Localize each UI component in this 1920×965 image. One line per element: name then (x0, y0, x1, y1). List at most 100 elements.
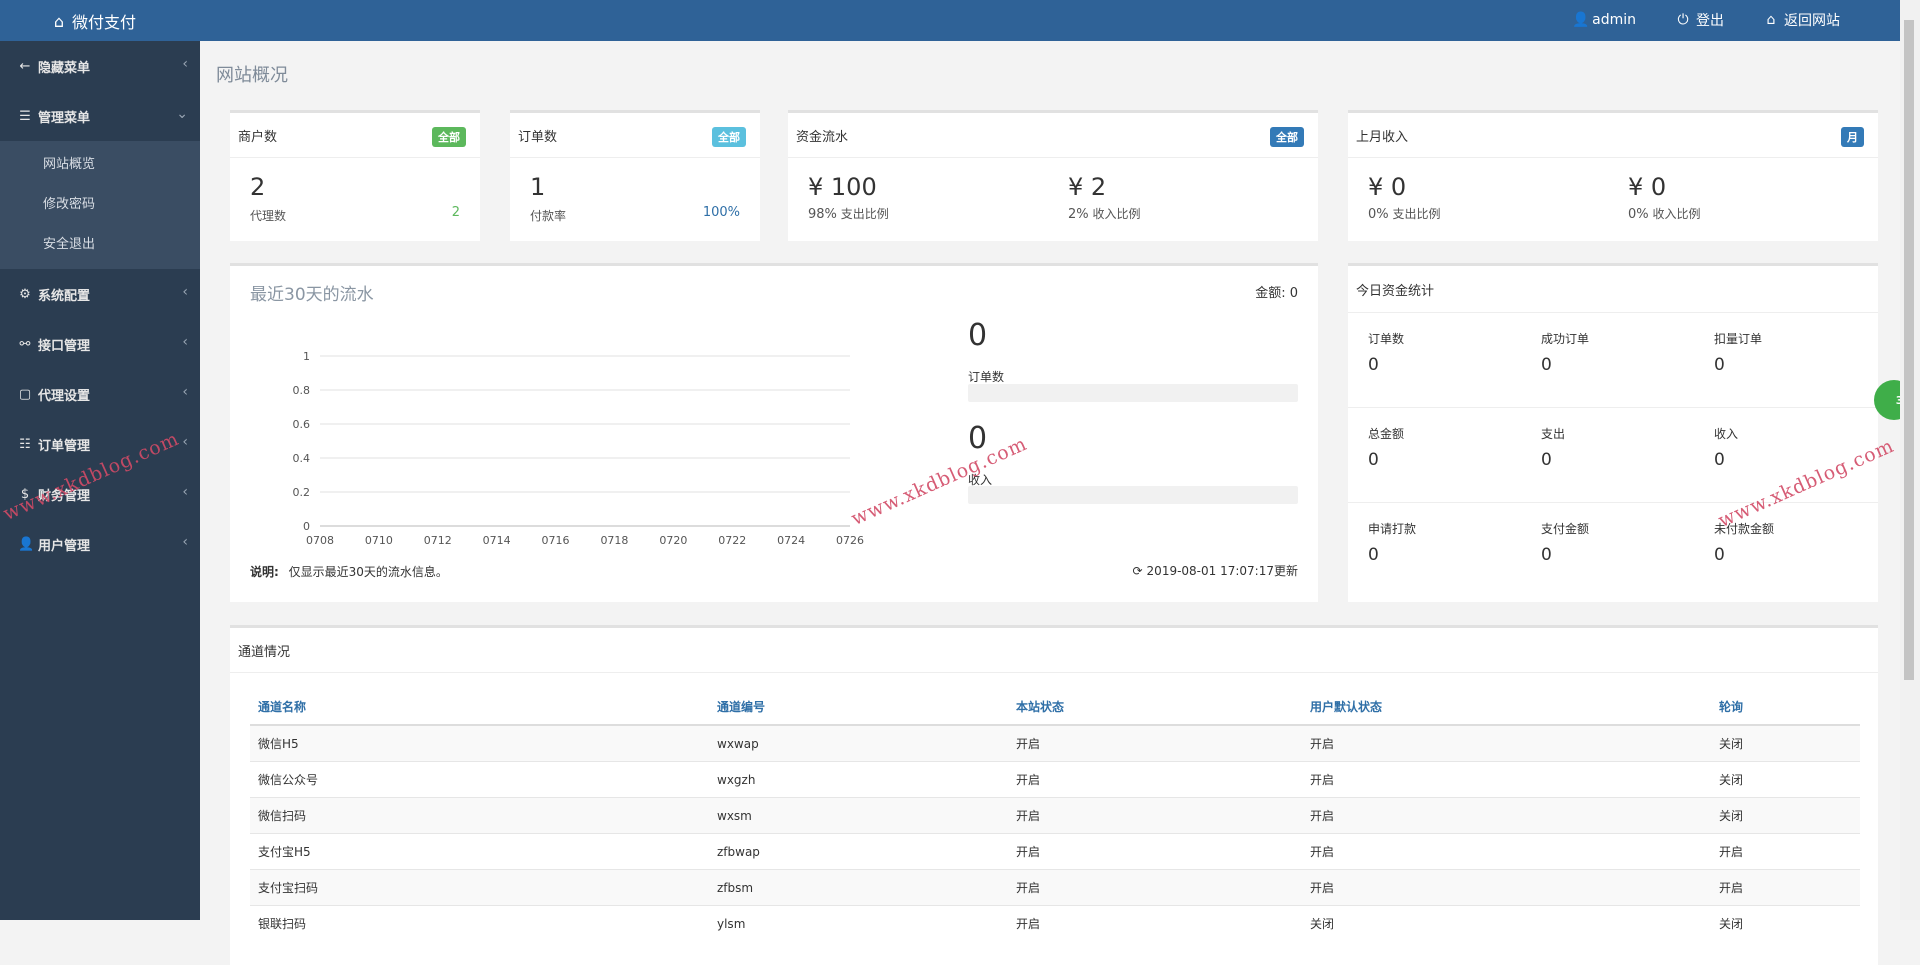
card-title: 订单数 (518, 129, 558, 145)
sidebar-subitem-change-password[interactable]: 修改密码 (43, 197, 96, 212)
link-icon: ⚯ (19, 336, 31, 352)
back-to-site-link[interactable]: ⌂ 返回网站 (1764, 10, 1840, 30)
y-tick-label: 0.4 (293, 452, 311, 465)
sidebar-item-admin-menu[interactable]: ☰ 管理菜单 ⌄ (0, 91, 200, 141)
table-cell: ylsm (709, 905, 1008, 941)
col-site-status: 本站状态 (1008, 688, 1302, 726)
amount-value: 0 (1289, 286, 1298, 301)
orders-card: 订单数 全部 1 付款率 100% (510, 110, 760, 241)
last-month-card: 上月收入 月 ¥ 0 0% 支出比例 ¥ 0 0% 收入比例 (1348, 110, 1878, 241)
sidebar-item-label: 用户管理 (38, 538, 91, 554)
user-icon: 👤 (1572, 12, 1590, 28)
sidebar-item-label: 隐藏菜单 (38, 60, 91, 76)
income-amount: ¥ 0 (1628, 173, 1667, 201)
divider (1348, 407, 1878, 408)
income-amount: ¥ 2 (1068, 173, 1107, 201)
sidebar-subitem-logout[interactable]: 安全退出 (43, 237, 96, 252)
card-title: 资金流水 (796, 129, 849, 145)
today-stat-label: 支付金额 (1541, 522, 1590, 536)
table-cell: 关闭 (1711, 797, 1860, 834)
chevron-left-icon: ‹ (182, 434, 188, 450)
logout-label: 登出 (1696, 13, 1724, 29)
today-stat-label: 成功订单 (1541, 332, 1590, 346)
x-tick-label: 0708 (306, 534, 334, 547)
income-count-value: 0 (968, 421, 988, 456)
today-funds-panel: 今日资金统计 订单数 0 成功订单 0 扣量订单 0 总金额 0 支出 0 收入 0 申请打款 0 支付金额… (1348, 263, 1878, 602)
table-cell: 开启 (1711, 833, 1860, 870)
sidebar-item-label: 系统配置 (38, 288, 91, 304)
table-cell: 关闭 (1711, 761, 1860, 798)
today-stat-value: 0 (1714, 355, 1725, 375)
table-cell: 开启 (1008, 724, 1302, 762)
today-stat-label: 未付款金额 (1714, 522, 1775, 536)
table-cell: 微信H5 (250, 724, 709, 762)
channels-panel: 通道情况 通道名称 通道编号 本站状态 用户默认状态 轮询 微信H5 wxwap 开… (230, 625, 1878, 965)
table-cell: wxsm (709, 797, 1008, 834)
y-tick-label: 0 (303, 520, 310, 533)
chevron-left-icon: ‹ (182, 534, 188, 550)
divider (1348, 502, 1878, 503)
order-progress-bar (968, 384, 1298, 402)
sidebar-submenu: 网站概览 修改密码 安全退出 (0, 141, 200, 269)
sidebar-item-finance[interactable]: $ 财务管理 ‹ (0, 469, 200, 519)
sidebar-item-api[interactable]: ⚯ 接口管理 ‹ (0, 319, 200, 369)
table-cell: 开启 (1008, 761, 1302, 798)
expense-amount: ¥ 0 (1368, 173, 1407, 201)
sidebar-item-label: 订单管理 (38, 438, 91, 454)
expense-label: 支出比例 (1392, 207, 1441, 221)
channels-table: 通道名称 通道编号 本站状态 用户默认状态 轮询 微信H5 wxwap 开启 开启 关闭… (250, 688, 1860, 941)
table-cell: 微信公众号 (250, 761, 709, 798)
table-cell: 开启 (1008, 869, 1302, 906)
income-label: 收入比例 (1092, 207, 1141, 221)
table-row: 微信扫码 wxsm 开启 开启 关闭 (250, 797, 1860, 834)
scrollbar[interactable] (1900, 0, 1920, 920)
today-stat-value: 0 (1368, 355, 1379, 375)
x-tick-label: 0722 (718, 534, 746, 547)
refresh-icon: ⟳ (1132, 563, 1143, 578)
today-stat-cell: 支付金额 0 (1541, 520, 1701, 565)
sidebar-item-users[interactable]: 👤 用户管理 ‹ (0, 519, 200, 569)
sidebar-subitem-overview[interactable]: 网站概览 (43, 157, 96, 172)
refresh-status[interactable]: ⟳ 2019-08-01 17:07:17更新 (1132, 562, 1298, 579)
today-stat-label: 支出 (1541, 427, 1566, 441)
scrollbar-thumb[interactable] (1904, 20, 1914, 680)
expense-amount: ¥ 100 (808, 173, 877, 201)
all-badge: 全部 (1270, 127, 1304, 147)
y-tick-label: 1 (303, 350, 310, 363)
table-cell: 关闭 (1302, 905, 1711, 941)
sidebar-item-orders[interactable]: ☷ 订单管理 ‹ (0, 419, 200, 469)
sidebar-item-system-config[interactable]: ⚙ 系统配置 ‹ (0, 269, 200, 319)
expense-label: 支出比例 (840, 207, 889, 221)
today-stat-cell: 未付款金额 0 (1714, 520, 1874, 565)
today-stat-value: 0 (1714, 545, 1725, 565)
orders-value: 1 (530, 173, 546, 201)
chevron-left-icon: ‹ (182, 56, 188, 72)
table-cell: 开启 (1302, 761, 1711, 798)
table-row: 支付宝H5 zfbwap 开启 开启 开启 (250, 833, 1860, 870)
col-polling: 轮询 (1711, 688, 1860, 726)
today-stat-cell: 总金额 0 (1368, 425, 1528, 470)
today-stat-value: 0 (1541, 450, 1552, 470)
table-row: 微信H5 wxwap 开启 开启 关闭 (250, 724, 1860, 762)
recent-title: 最近30天的流水 (250, 285, 374, 305)
sidebar-item-agent[interactable]: ▢ 代理设置 ‹ (0, 369, 200, 419)
updated-time: 2019-08-01 17:07:17更新 (1146, 564, 1298, 578)
list-icon: ☷ (19, 436, 31, 452)
recent-flow-panel: 最近30天的流水 金额: 0 0 0.2 0.4 0.6 0.8 1 0708 0710 071… (230, 263, 1318, 602)
income-progress-bar (968, 486, 1298, 504)
sidebar-item-hide-menu[interactable]: ← 隐藏菜单 ‹ (0, 41, 200, 91)
expense-pct: 98% (808, 207, 837, 222)
logout-link[interactable]: ⏻ 登出 (1676, 10, 1724, 30)
table-cell: 开启 (1302, 869, 1711, 906)
today-stat-cell: 扣量订单 0 (1714, 330, 1874, 375)
dollar-icon: $ (20, 486, 30, 502)
user-menu[interactable]: 👤 admin (1572, 10, 1636, 30)
sidebar-item-label: 接口管理 (38, 338, 91, 354)
col-channel-name: 通道名称 (250, 688, 709, 726)
page-title: 网站概况 (216, 65, 288, 86)
month-badge: 月 (1841, 127, 1864, 147)
y-tick-label: 0.6 (293, 418, 311, 431)
brand[interactable]: ⌂ 微付支付 (52, 9, 136, 33)
today-stat-cell: 申请打款 0 (1368, 520, 1528, 565)
agents-label: 代理数 (250, 209, 287, 223)
